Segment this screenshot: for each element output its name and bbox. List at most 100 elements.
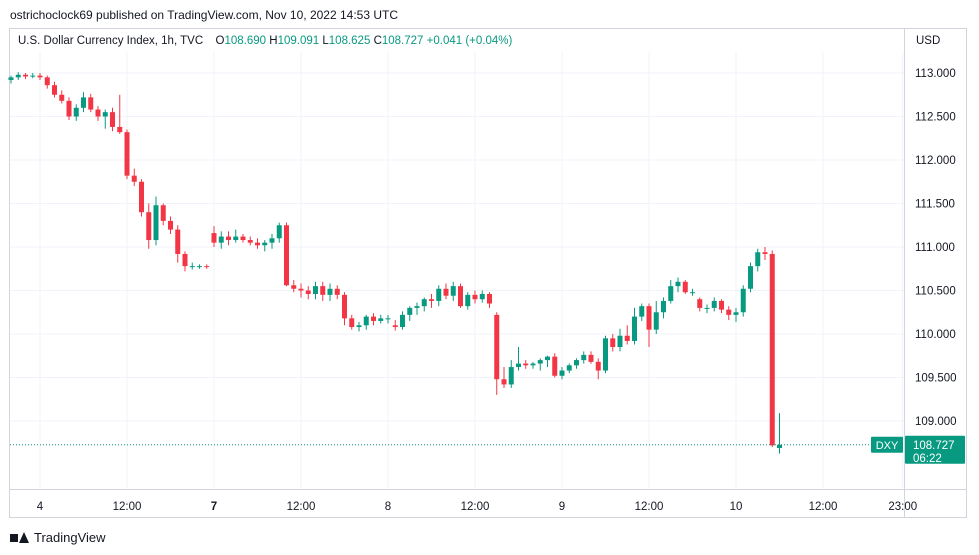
- y-tick-label: 109.000: [915, 416, 957, 428]
- candle-body: [682, 281, 688, 293]
- candle-body: [66, 100, 72, 117]
- candle-body: [632, 316, 637, 341]
- candle-body: [197, 266, 202, 268]
- x-tick-label: 10: [730, 501, 743, 513]
- tradingview-logo-icon: [10, 531, 29, 544]
- symbol-tag-label: DXY: [876, 440, 899, 452]
- candle-body: [327, 288, 333, 295]
- currency-label[interactable]: USD: [916, 35, 941, 47]
- candle-body: [690, 292, 695, 294]
- candle-body: [37, 75, 43, 78]
- y-tick-label: 111.000: [915, 242, 955, 254]
- candle-body: [443, 288, 449, 296]
- candle-body: [284, 225, 289, 286]
- candle-body: [646, 306, 652, 330]
- candle-body: [30, 75, 36, 77]
- candle-body: [733, 312, 739, 315]
- candle-body: [472, 294, 478, 300]
- candle-body: [777, 444, 782, 448]
- candle-body: [146, 212, 152, 241]
- candle-body: [675, 281, 681, 287]
- candle-body: [218, 236, 224, 243]
- candle-body: [603, 338, 608, 371]
- candle-body: [581, 354, 587, 361]
- price-tag-value: 108.727: [913, 440, 955, 452]
- candle-body: [81, 97, 86, 108]
- y-tick-label: 113.000: [915, 68, 956, 80]
- candle-body: [610, 338, 616, 348]
- footer-brand[interactable]: TradingView: [10, 530, 106, 545]
- candle-body: [52, 85, 57, 95]
- candle-body: [697, 299, 703, 308]
- candle-body: [204, 266, 210, 268]
- candle-body: [363, 316, 369, 326]
- candle-body: [414, 306, 420, 308]
- candle-body: [588, 354, 594, 362]
- candle-body: [400, 314, 405, 328]
- symbol-tag: [871, 436, 903, 453]
- candle-body: [320, 286, 326, 295]
- x-tick-label: 12:00: [287, 501, 316, 513]
- candle-body: [305, 290, 311, 294]
- candle-body: [131, 175, 137, 182]
- x-tick-label: 12:00: [461, 501, 490, 513]
- x-tick-label: 7: [211, 501, 217, 513]
- candle-body: [450, 286, 456, 296]
- candle-body: [748, 266, 753, 289]
- candle-body: [15, 74, 21, 78]
- close-label: C: [373, 35, 382, 47]
- candle-body: [124, 132, 130, 176]
- candle-body: [298, 288, 304, 291]
- candle-body: [755, 252, 761, 267]
- close-value: 108.727: [381, 35, 424, 47]
- y-tick-label: 109.500: [915, 373, 957, 385]
- candle-body: [704, 307, 710, 309]
- price-tag-countdown: 06:22: [913, 453, 942, 465]
- candle-body: [595, 361, 601, 371]
- candle-body: [429, 299, 434, 301]
- candle-body: [719, 300, 724, 310]
- candle-body: [530, 363, 536, 366]
- candle-body: [421, 299, 427, 307]
- high-label: H: [269, 35, 278, 47]
- open-label: O: [215, 35, 225, 47]
- candle-body: [559, 370, 565, 376]
- candle-body: [545, 356, 550, 361]
- candle-body: [668, 286, 674, 301]
- candle-body: [566, 365, 572, 371]
- candle-body: [211, 233, 217, 243]
- candle-body: [59, 94, 65, 101]
- candle-body: [313, 286, 318, 294]
- y-tick-label: 112.500: [915, 112, 956, 124]
- candle-body: [392, 325, 398, 328]
- y-tick-label: 110.000: [915, 329, 956, 341]
- x-tick-label: 12:00: [809, 501, 838, 513]
- open-value: 108.690: [224, 35, 267, 47]
- candle-body: [255, 242, 260, 246]
- candle-body: [175, 229, 181, 254]
- candle-body: [653, 312, 659, 330]
- candle-body: [233, 236, 239, 241]
- candle-body: [8, 77, 14, 80]
- candle-body: [378, 318, 384, 321]
- brand-name: TradingView: [34, 530, 106, 545]
- high-value: 109.091: [277, 35, 320, 47]
- candle-body: [95, 109, 101, 117]
- symbol-title[interactable]: U.S. Dollar Currency Index, 1h, TVC: [18, 35, 204, 47]
- x-tick-label: 12:00: [113, 501, 142, 513]
- candle-body: [349, 318, 355, 328]
- candle-body: [740, 288, 746, 313]
- candle-body: [139, 181, 144, 213]
- candle-body: [117, 126, 123, 133]
- candle-body: [88, 97, 94, 110]
- x-tick-label: 12:00: [635, 501, 664, 513]
- candle-body: [356, 325, 362, 328]
- price-tag: [905, 435, 965, 464]
- candle-body: [160, 205, 166, 221]
- candle-body: [291, 285, 297, 289]
- candle-body: [342, 294, 347, 319]
- chart-container[interactable]: [9, 28, 967, 518]
- candle-body: [769, 253, 775, 446]
